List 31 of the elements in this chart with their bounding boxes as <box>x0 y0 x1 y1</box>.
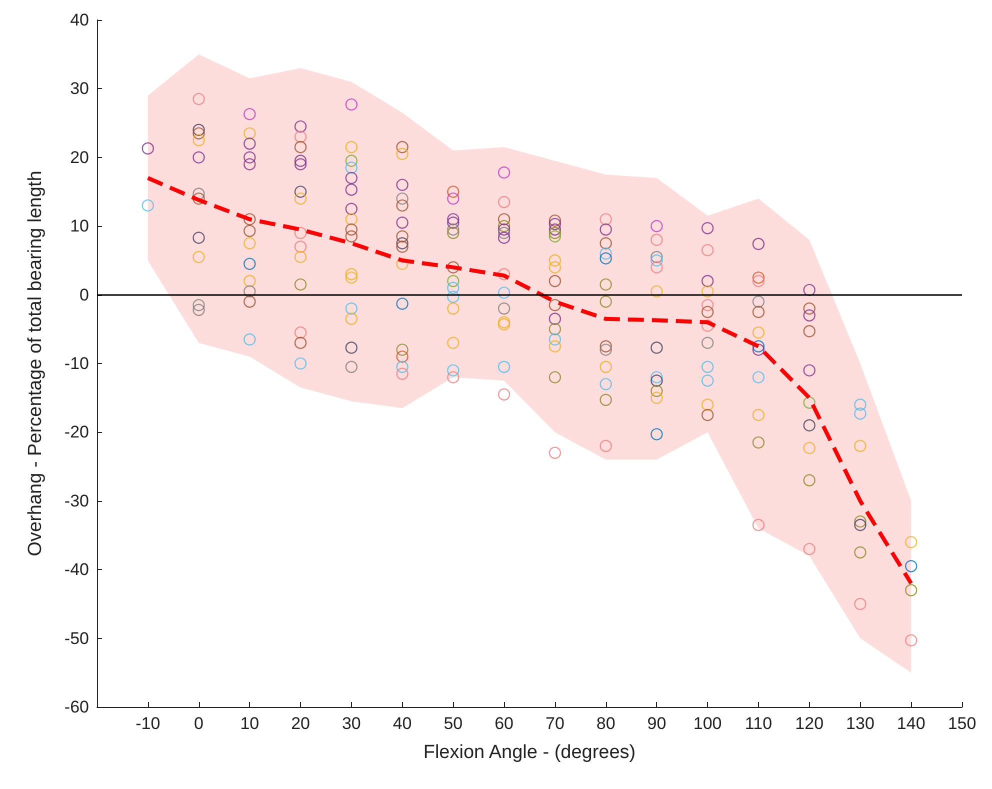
y-tick-label: -50 <box>64 628 89 648</box>
y-tick-label: 10 <box>70 216 89 236</box>
x-tick-label: 120 <box>795 714 824 733</box>
x-tick-label: 80 <box>596 714 616 733</box>
x-tick-label: 110 <box>744 714 772 733</box>
x-tick-label: 140 <box>896 714 926 733</box>
x-tick-label: 60 <box>494 714 514 733</box>
x-tick-label: 0 <box>194 714 204 733</box>
x-tick-label: 150 <box>948 714 976 733</box>
line-series <box>146 176 914 586</box>
y-tick-label: -40 <box>64 560 89 580</box>
y-tick-label: 40 <box>70 10 89 30</box>
x-tick-label: 90 <box>647 714 666 733</box>
x-tick-label: 50 <box>444 714 463 733</box>
x-tick-label: 40 <box>392 714 412 733</box>
y-axis-title: Overhang - Percentage of total bearing length <box>25 170 46 556</box>
x-axis-title: Flexion Angle - (degrees) <box>423 742 636 763</box>
x-tick-label: 10 <box>240 714 260 733</box>
x-tick-label: -10 <box>136 714 160 733</box>
y-tick-label: 20 <box>70 148 89 167</box>
y-tick-label: 0 <box>80 285 89 304</box>
y-tick-label: 30 <box>70 79 89 98</box>
y-tick-label: -60 <box>64 698 89 716</box>
y-tick-label: -10 <box>64 354 89 373</box>
x-tick-label: 100 <box>693 714 722 733</box>
x-tick-label: 70 <box>545 714 564 733</box>
y-tick-label: -30 <box>64 491 89 510</box>
y-tick-label: -20 <box>64 422 89 442</box>
x-tick-label: 30 <box>342 714 361 733</box>
x-tick-label: 20 <box>291 714 310 733</box>
x-tick-label: 130 <box>846 714 874 733</box>
